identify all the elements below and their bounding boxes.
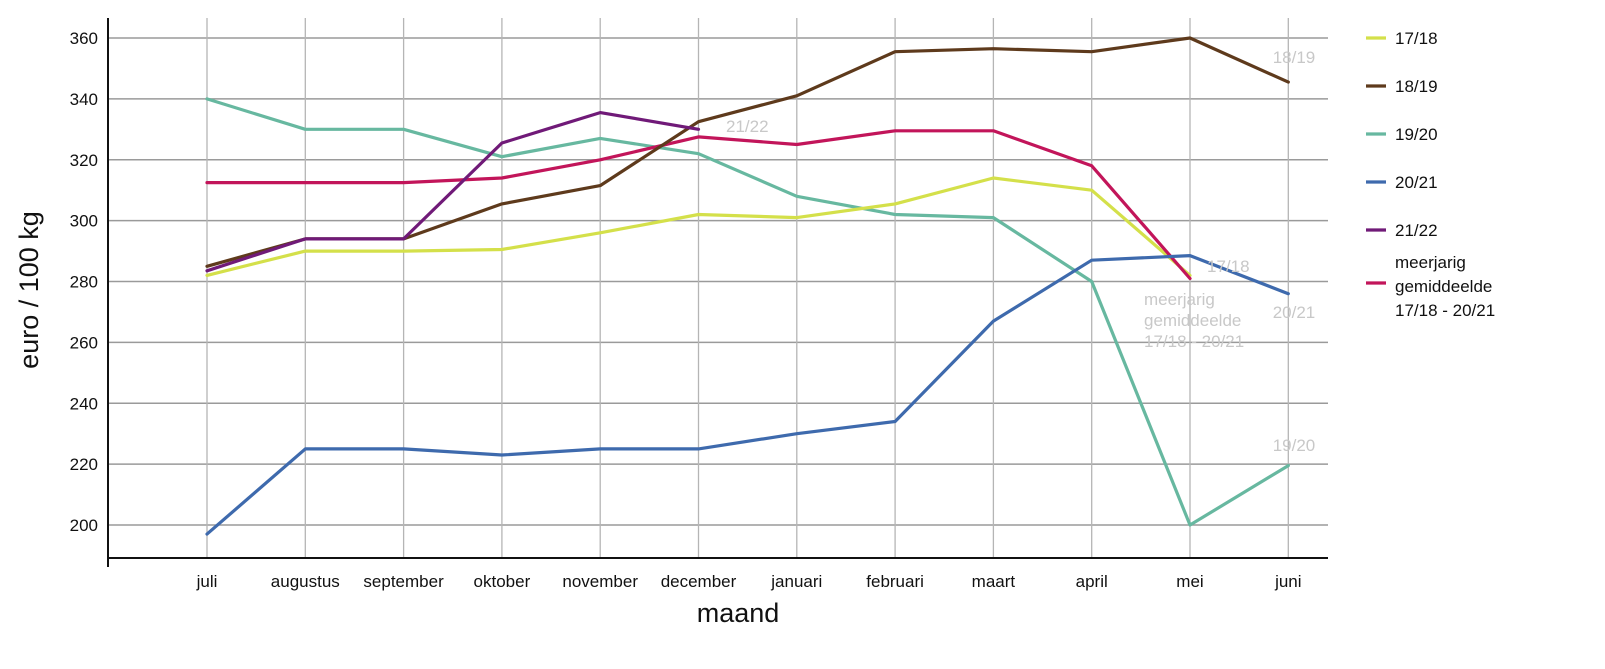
- legend-label: 17/18: [1395, 29, 1438, 48]
- y-tick-label: 280: [70, 273, 98, 292]
- series-line: [205, 111, 701, 273]
- x-tick-label: mei: [1176, 572, 1203, 591]
- x-tick-label: juni: [1274, 572, 1301, 591]
- x-tick-label: december: [661, 572, 737, 591]
- legend-label: meerjarig gemiddeelde 17/18 - 20/21: [1395, 253, 1495, 320]
- axes: [107, 18, 1328, 567]
- legend-label: 18/19: [1395, 77, 1438, 96]
- x-tick-labels: juli augustus september oktober november dece…: [196, 572, 1302, 591]
- x-tick-label: juli: [196, 572, 218, 591]
- x-tick-label: augustus: [271, 572, 340, 591]
- y-tick-label: 360: [70, 29, 98, 48]
- series-line: [205, 36, 1290, 268]
- series-end-label: meerjarig gemiddeelde 17/18 - 20/21: [1144, 290, 1244, 351]
- series-end-label: 19/20: [1273, 436, 1316, 455]
- y-axis-title: euro / 100 kg: [14, 211, 44, 369]
- y-tick-label: 300: [70, 212, 98, 231]
- y-tick-label: 260: [70, 333, 98, 352]
- x-tick-label: maart: [972, 572, 1016, 591]
- x-tick-label: februari: [866, 572, 924, 591]
- x-tick-label: januari: [770, 572, 822, 591]
- series-end-label: 20/21: [1273, 303, 1316, 322]
- grid: [108, 18, 1328, 558]
- series-end-label: 21/22: [726, 117, 769, 136]
- x-axis-title: maand: [697, 598, 780, 628]
- legend: 17/18 18/19 19/20 20/21 21/22 meerjarig gemidd…: [1366, 29, 1495, 320]
- series-line: [205, 176, 1192, 277]
- y-tick-label: 240: [70, 394, 98, 413]
- x-tick-label: november: [562, 572, 638, 591]
- x-tick-label: oktober: [474, 572, 531, 591]
- y-tick-label: 340: [70, 90, 98, 109]
- legend-label: 21/22: [1395, 221, 1438, 240]
- end-labels: 18/19 21/22 17/18 20/21 meerjarig gemiddeelde…: [726, 48, 1315, 455]
- y-tick-label: 220: [70, 455, 98, 474]
- legend-label: 20/21: [1395, 173, 1438, 192]
- series-line: [205, 97, 1290, 527]
- series-line: [205, 129, 1192, 281]
- y-tick-label: 320: [70, 151, 98, 170]
- y-tick-labels: 200 220 240 260 280 300 320 340 360: [70, 29, 98, 535]
- series-end-label: 18/19: [1273, 48, 1316, 67]
- y-tick-label: 200: [70, 516, 98, 535]
- legend-label: 19/20: [1395, 125, 1438, 144]
- series-lines: [205, 36, 1290, 536]
- series-end-label: 17/18: [1207, 257, 1250, 276]
- x-tick-label: april: [1076, 572, 1108, 591]
- series-line: [205, 254, 1290, 536]
- x-tick-label: september: [363, 572, 444, 591]
